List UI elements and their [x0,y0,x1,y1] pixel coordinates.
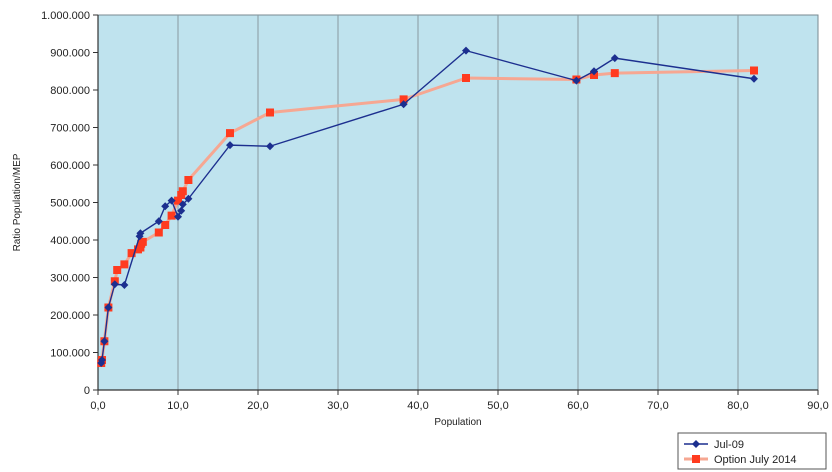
data-point [178,187,187,196]
y-tick-label: 400.000 [50,235,90,247]
data-point [399,95,408,104]
data-point [610,54,619,63]
legend-label: Jul-09 [714,439,744,451]
data-point [98,356,106,364]
x-tick-label: 40,0 [407,400,428,412]
x-tick-label: 70,0 [647,400,668,412]
data-point [113,266,122,274]
data-point [399,100,408,109]
data-point [178,200,187,209]
data-point [120,281,129,289]
legend-entries: Jul-09 Option July 2014 [684,439,797,466]
data-point [226,141,234,150]
data-point [610,69,619,78]
data-point [174,212,182,221]
data-point [184,194,193,203]
data-point [136,229,145,238]
x-tick-label: 90,0 [807,400,828,412]
y-tick-label: 200.000 [50,310,90,322]
y-tick-label: 800.000 [50,85,90,97]
data-point [184,176,193,184]
data-point [167,196,176,205]
data-point [161,202,170,211]
plot-area [97,14,819,391]
data-point [100,337,109,346]
legend-entry: Jul-09 [684,439,744,451]
series-layer [97,46,758,367]
x-tick-label: 60,0 [567,400,588,412]
data-point [226,129,234,138]
data-point [462,74,470,82]
x-tick-label: 20,0 [247,400,268,412]
data-point [127,249,136,258]
legend: Jul-09 Option July 2014 [677,432,827,470]
x-tick-label: 10,0 [167,400,188,412]
data-point [572,76,581,85]
data-point [138,237,147,246]
y-tick-label: 1.000.000 [41,10,90,22]
legend-swatch-marker [692,455,700,463]
y-tick-label: 600.000 [50,160,90,172]
data-point [590,67,598,76]
data-point [750,74,758,83]
legend-label: Option July 2014 [714,454,797,466]
data-point [110,280,119,289]
data-point [750,66,758,75]
legend-swatch-marker [692,440,700,448]
data-point [266,108,274,117]
y-tick-label: 500.000 [50,198,90,210]
data-point [120,260,129,269]
y-tick-label: 0 [84,385,90,397]
data-point [154,228,163,237]
x-tick-label: 50,0 [487,400,508,412]
data-point [174,196,182,205]
data-point [266,142,274,151]
legend-entry: Option July 2014 [684,454,797,466]
data-point [167,211,176,220]
x-tick-label: 0,0 [90,400,105,412]
legend-box [677,432,827,470]
x-tick-label: 30,0 [327,400,348,412]
y-tick-label: 300.000 [50,273,90,285]
y-tick-label: 700.000 [50,123,90,135]
data-point [154,217,163,226]
x-axis-ticks: 0,0 10,0 20,0 30,0 40,0 50,0 60,0 70,0 80,0 90,0 [90,390,829,412]
y-axis-ticks: 0 100.000 200.000 300.000 400.000 500.000 600.… [41,10,98,397]
y-axis-title: Ratio Population/MEP [12,153,23,251]
x-tick-label: 80,0 [727,400,748,412]
series-jul-09 [97,46,758,367]
x-axis-title: Population [434,417,481,428]
data-point [462,46,470,55]
data-point [161,221,170,229]
data-point [177,206,186,215]
data-point [104,303,113,312]
y-tick-label: 900.000 [50,48,90,60]
y-tick-label: 100.000 [50,348,90,360]
